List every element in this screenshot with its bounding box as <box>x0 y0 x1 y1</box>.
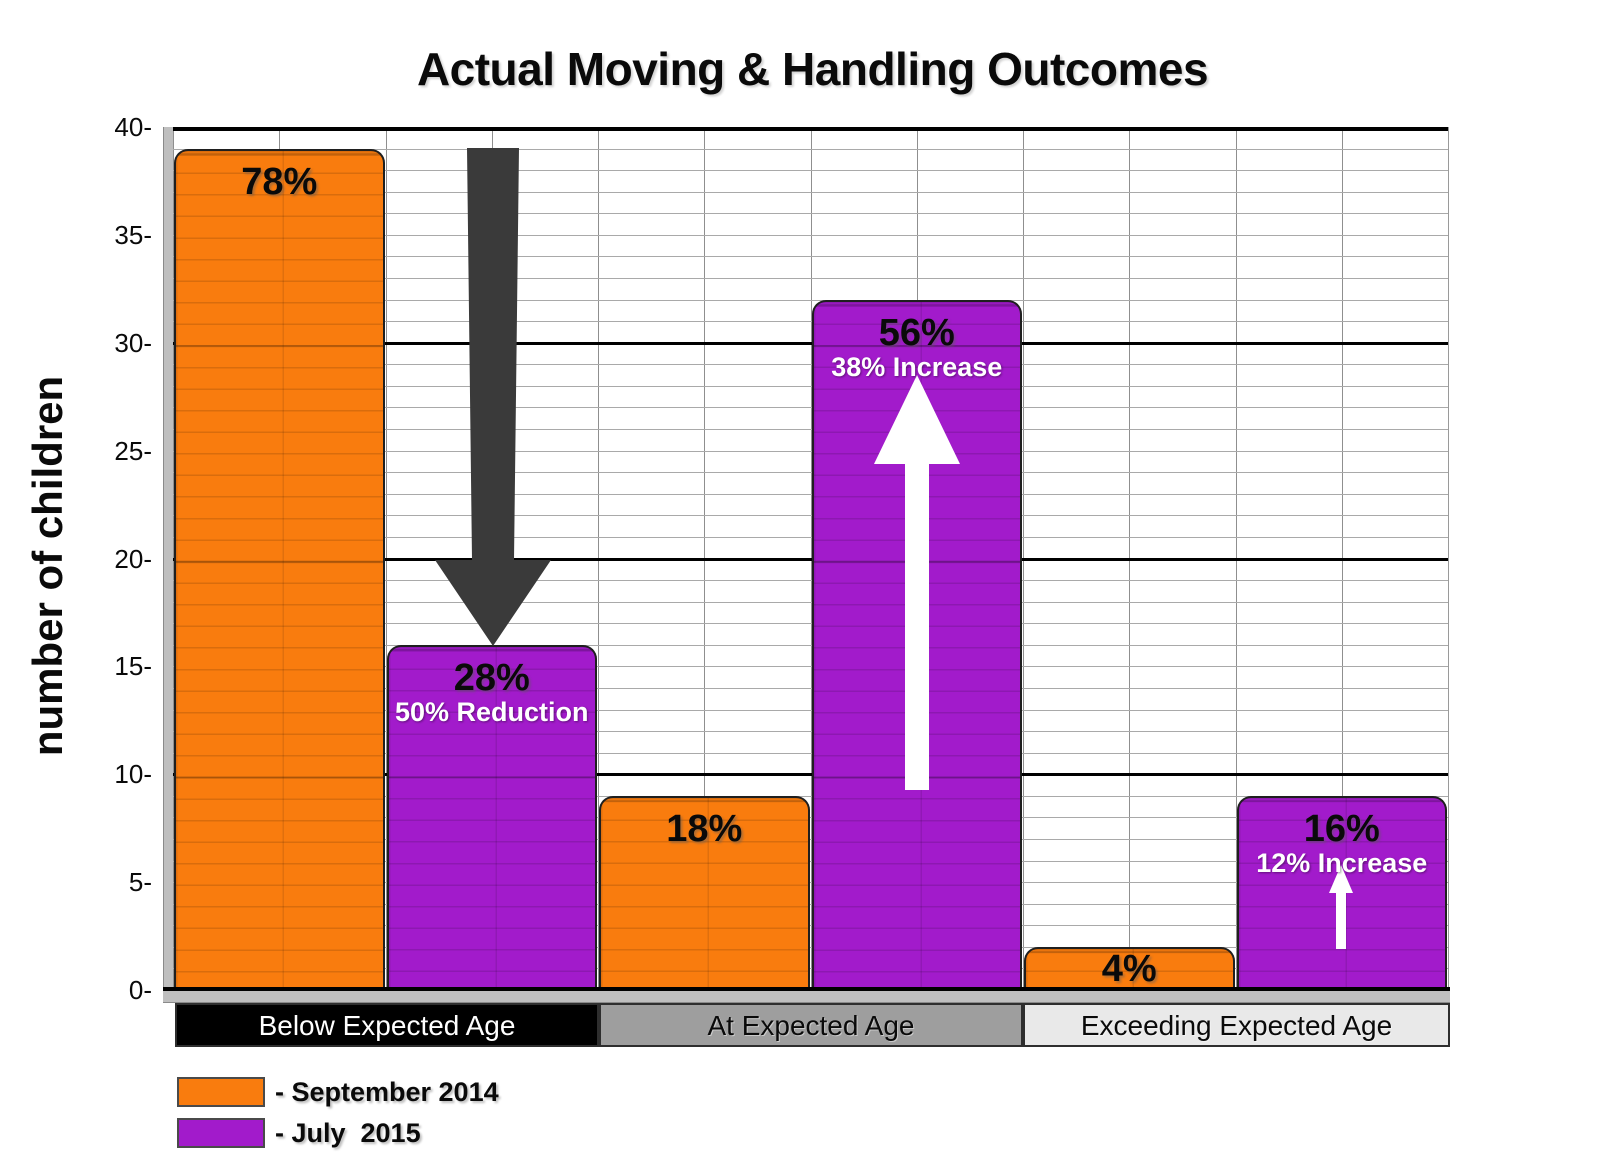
minor-gridline <box>173 364 1448 366</box>
major-gridline <box>173 341 1448 345</box>
y-tick-label: 35- <box>114 219 152 250</box>
bar-july-2015-at-expected-age <box>811 299 1022 990</box>
legend-label: - September 2014 <box>275 1077 499 1107</box>
minor-gridline <box>173 493 1448 495</box>
minor-gridline <box>173 623 1448 625</box>
category-label-at-expected-age: At Expected Age <box>599 1003 1023 1047</box>
y-tick-label: 10- <box>114 759 152 790</box>
minor-gridline <box>173 925 1448 927</box>
reduction-down-arrow <box>435 148 551 646</box>
bar-september-2014-at-expected-age <box>599 795 810 990</box>
minor-gridline <box>173 321 1448 323</box>
minor-gridline <box>173 860 1448 862</box>
major-gridline <box>173 557 1448 561</box>
minor-gridline <box>173 191 1448 193</box>
minor-gridline <box>173 968 1448 970</box>
y-tick-label: 25- <box>114 435 152 466</box>
bar-change-label: 38% Increase <box>831 351 1003 382</box>
plot-left-wall <box>163 127 174 1002</box>
minor-gridline <box>173 299 1448 301</box>
minor-gridline <box>173 731 1448 733</box>
category-label-exceeding-expected-age: Exceeding Expected Age <box>1023 1003 1450 1047</box>
minor-gridline <box>173 278 1448 280</box>
bar-change-label: 50% Reduction <box>394 696 589 727</box>
minor-gridline <box>173 213 1448 215</box>
minor-gridline <box>173 882 1448 884</box>
y-tick-label: 30- <box>114 327 152 358</box>
minor-gridline <box>173 385 1448 387</box>
chart-title: Actual Moving & Handling Outcomes <box>416 43 1209 95</box>
minor-gridline <box>173 903 1448 905</box>
minor-gridline <box>173 709 1448 711</box>
plot-floor <box>163 991 1450 1003</box>
bar-value-label: 78% <box>241 160 318 203</box>
bar-value-label: 16% <box>1303 807 1380 850</box>
y-tick-label: 40- <box>114 112 152 142</box>
major-gridline <box>173 773 1448 777</box>
x-axis-line <box>163 987 1450 991</box>
minor-gridline <box>173 752 1448 754</box>
minor-gridline <box>173 515 1448 517</box>
bar-value-label: 4% <box>1101 947 1157 990</box>
bar-july-2015-below-expected-age <box>386 644 597 990</box>
minor-gridline <box>173 472 1448 474</box>
minor-gridline <box>173 838 1448 840</box>
minor-gridline <box>173 536 1448 538</box>
minor-gridline <box>173 817 1448 819</box>
minor-gridline <box>173 687 1448 689</box>
legend-swatch <box>177 1077 265 1107</box>
minor-gridline <box>173 170 1448 172</box>
plot-top-border <box>173 127 1448 131</box>
bar-september-2014-below-expected-age <box>174 148 385 990</box>
category-label-below-expected-age: Below Expected Age <box>175 1003 599 1047</box>
bar-value-label: 28% <box>453 656 530 699</box>
y-tick-label: 5- <box>128 867 152 898</box>
y-tick-label: 15- <box>114 651 152 682</box>
minor-gridline <box>173 429 1448 431</box>
bar-september-2014-exceeding-expected-age <box>1024 946 1235 990</box>
minor-gridline <box>173 666 1448 668</box>
y-tick-label: 20- <box>114 543 152 574</box>
minor-gridline <box>173 256 1448 258</box>
minor-gridline <box>173 407 1448 409</box>
plot-right-border <box>1448 127 1449 990</box>
bar-value-label: 56% <box>878 311 955 354</box>
minor-gridline <box>173 234 1448 236</box>
bar-change-label: 12% Increase <box>1256 847 1428 878</box>
minor-gridline <box>173 644 1448 646</box>
bar-value-label: 18% <box>666 807 743 850</box>
minor-gridline <box>173 601 1448 603</box>
minor-gridline <box>173 148 1448 150</box>
minor-gridline <box>173 946 1448 948</box>
minor-gridline <box>173 450 1448 452</box>
y-tick-label: 0- <box>128 975 152 1005</box>
minor-gridline <box>173 795 1448 797</box>
minor-gridline <box>173 580 1448 582</box>
legend-label: - July 2015 <box>275 1118 421 1148</box>
legend-swatch <box>177 1118 265 1148</box>
